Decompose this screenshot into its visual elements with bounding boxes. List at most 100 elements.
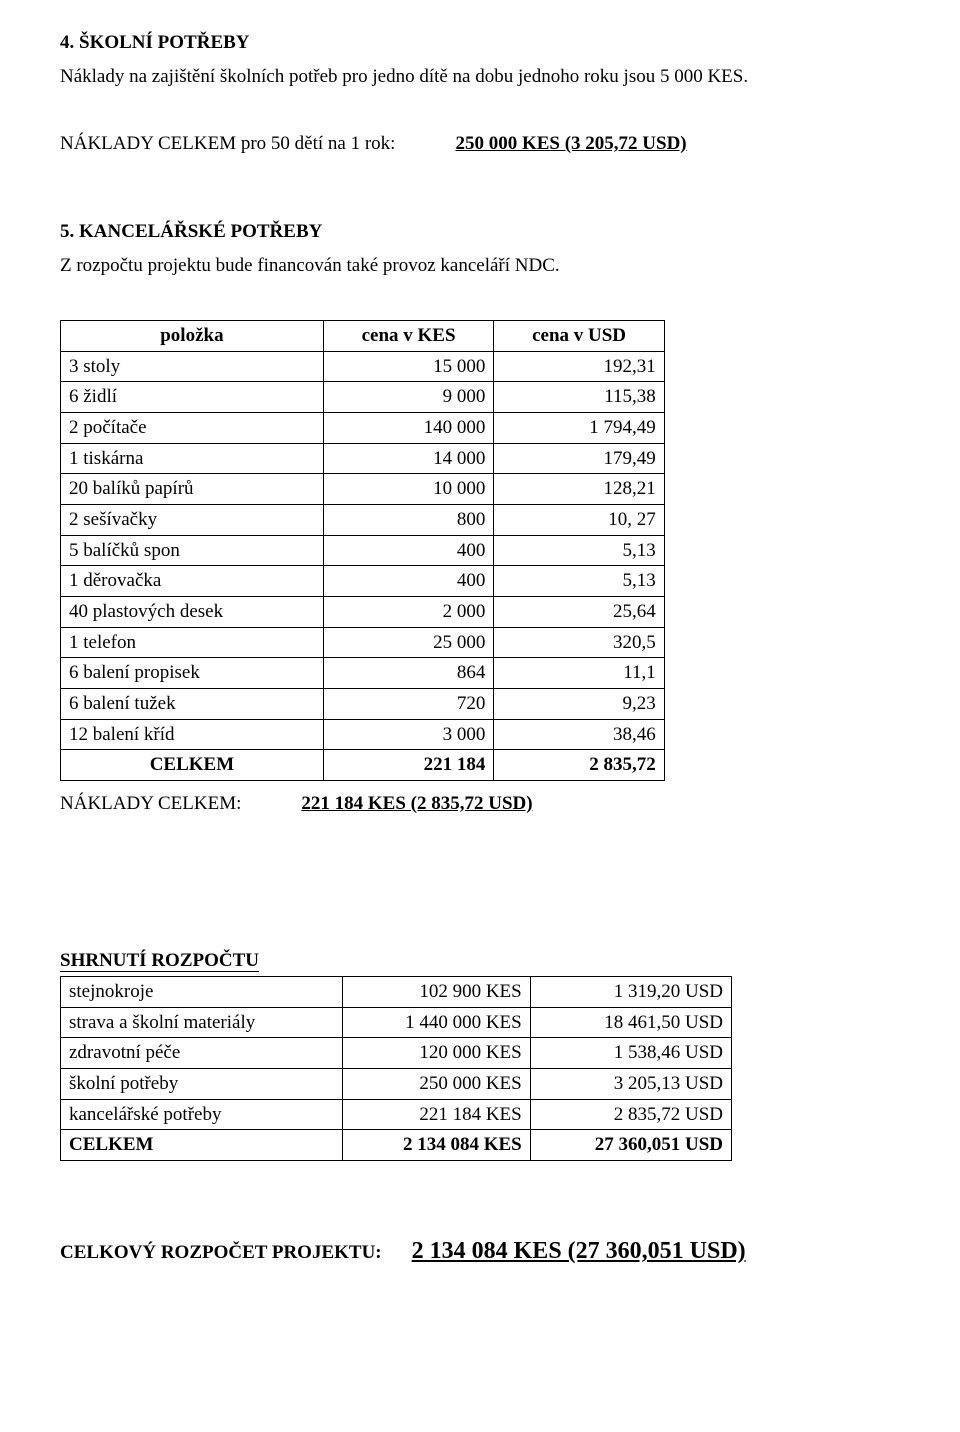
final-total-label: CELKOVÝ ROZPOČET PROJEKTU: (60, 1240, 412, 1266)
cell-usd: 320,5 (494, 627, 664, 658)
cell-item: 6 balení propisek (61, 658, 324, 689)
section5-costs-row: NÁKLADY CELKEM: 221 184 KES (2 835,72 US… (60, 791, 900, 817)
table-row: 2 sešívačky80010, 27 (61, 505, 665, 536)
cell-usd: 11,1 (494, 658, 664, 689)
cell-usd: 5,13 (494, 566, 664, 597)
cell-usd: 1 319,20 USD (530, 977, 731, 1008)
summary-table: stejnokroje102 900 KES1 319,20 USDstrava… (60, 976, 732, 1161)
cell-item: 3 stoly (61, 351, 324, 382)
cell-kes: 250 000 KES (342, 1069, 530, 1100)
cell-kes: 25 000 (323, 627, 493, 658)
cell-total-kes: 221 184 (323, 750, 493, 781)
table-row: 5 balíčků spon4005,13 (61, 535, 665, 566)
spacer (60, 175, 900, 219)
table-row: 6 balení propisek86411,1 (61, 658, 665, 689)
cell-total-kes: 2 134 084 KES (342, 1130, 530, 1161)
cell-kes: 15 000 (323, 351, 493, 382)
section5-table: položka cena v KES cena v USD 3 stoly15 … (60, 320, 665, 781)
spacer (60, 296, 900, 320)
cell-usd: 128,21 (494, 474, 664, 505)
cell-total-label: CELKEM (61, 1130, 343, 1161)
cell-kes: 720 (323, 688, 493, 719)
cell-total-usd: 27 360,051 USD (530, 1130, 731, 1161)
section5-text: Z rozpočtu projektu bude financován také… (60, 253, 900, 279)
cell-item: 12 balení kříd (61, 719, 324, 750)
cell-usd: 115,38 (494, 382, 664, 413)
section4-text: Náklady na zajištění školních potřeb pro… (60, 64, 900, 90)
cell-kes: 120 000 KES (342, 1038, 530, 1069)
cell-usd: 9,23 (494, 688, 664, 719)
cell-kes: 9 000 (323, 382, 493, 413)
cell-item: 1 děrovačka (61, 566, 324, 597)
table-total-row: CELKEM2 134 084 KES27 360,051 USD (61, 1130, 732, 1161)
cell-kes: 10 000 (323, 474, 493, 505)
table-row: kancelářské potřeby221 184 KES2 835,72 U… (61, 1099, 732, 1130)
section5-heading: 5. KANCELÁŘSKÉ POTŘEBY (60, 219, 900, 245)
cell-kes: 2 000 (323, 596, 493, 627)
table-total-row: CELKEM221 1842 835,72 (61, 750, 665, 781)
cell-item: strava a školní materiály (61, 1007, 343, 1038)
cell-item: školní potřeby (61, 1069, 343, 1100)
cell-item: zdravotní péče (61, 1038, 343, 1069)
cell-kes: 800 (323, 505, 493, 536)
cell-item: 1 telefon (61, 627, 324, 658)
section4-costs-label: NÁKLADY CELKEM pro 50 dětí na 1 rok: (60, 131, 455, 157)
table-row: strava a školní materiály1 440 000 KES18… (61, 1007, 732, 1038)
cell-kes: 102 900 KES (342, 977, 530, 1008)
cell-usd: 10, 27 (494, 505, 664, 536)
cell-item: 20 balíků papírů (61, 474, 324, 505)
cell-kes: 400 (323, 535, 493, 566)
table-header-row: položka cena v KES cena v USD (61, 321, 665, 352)
section5-costs-value: 221 184 KES (2 835,72 USD) (301, 791, 532, 817)
cell-usd: 38,46 (494, 719, 664, 750)
table-row: 6 židlí9 000115,38 (61, 382, 665, 413)
cell-kes: 864 (323, 658, 493, 689)
cell-kes: 400 (323, 566, 493, 597)
summary-heading: SHRNUTÍ ROZPOČTU (60, 950, 259, 972)
final-total-value: 2 134 084 KES (27 360,051 USD) (412, 1235, 746, 1267)
cell-usd: 2 835,72 USD (530, 1099, 731, 1130)
table-row: 1 telefon25 000320,5 (61, 627, 665, 658)
cell-usd: 192,31 (494, 351, 664, 382)
cell-usd: 25,64 (494, 596, 664, 627)
table-row: 6 balení tužek7209,23 (61, 688, 665, 719)
spacer (60, 1181, 900, 1225)
cell-usd: 5,13 (494, 535, 664, 566)
table-row: školní potřeby250 000 KES3 205,13 USD (61, 1069, 732, 1100)
section4-costs-row: NÁKLADY CELKEM pro 50 dětí na 1 rok: 250… (60, 131, 900, 157)
cell-kes: 140 000 (323, 413, 493, 444)
th-usd: cena v USD (494, 321, 664, 352)
table-row: zdravotní péče120 000 KES1 538,46 USD (61, 1038, 732, 1069)
cell-kes: 3 000 (323, 719, 493, 750)
cell-item: 6 balení tužek (61, 688, 324, 719)
cell-usd: 1 794,49 (494, 413, 664, 444)
table-row: 20 balíků papírů10 000128,21 (61, 474, 665, 505)
table-row: 3 stoly15 000192,31 (61, 351, 665, 382)
th-kes: cena v KES (323, 321, 493, 352)
section5-costs-label: NÁKLADY CELKEM: (60, 791, 301, 817)
th-item: položka (61, 321, 324, 352)
cell-item: 5 balíčků spon (61, 535, 324, 566)
spacer (60, 107, 900, 131)
cell-usd: 3 205,13 USD (530, 1069, 731, 1100)
cell-item: 2 sešívačky (61, 505, 324, 536)
section4-costs-value: 250 000 KES (3 205,72 USD) (455, 131, 686, 157)
cell-usd: 179,49 (494, 443, 664, 474)
table-row: 12 balení kříd3 00038,46 (61, 719, 665, 750)
spacer (60, 834, 900, 904)
table-row: 1 tiskárna14 000179,49 (61, 443, 665, 474)
cell-kes: 14 000 (323, 443, 493, 474)
cell-item: 2 počítače (61, 413, 324, 444)
cell-total-label: CELKEM (61, 750, 324, 781)
spacer (60, 904, 900, 948)
cell-total-usd: 2 835,72 (494, 750, 664, 781)
final-total-row: CELKOVÝ ROZPOČET PROJEKTU: 2 134 084 KES… (60, 1235, 900, 1267)
cell-item: 40 plastových desek (61, 596, 324, 627)
cell-item: kancelářské potřeby (61, 1099, 343, 1130)
table-row: 1 děrovačka4005,13 (61, 566, 665, 597)
cell-kes: 221 184 KES (342, 1099, 530, 1130)
summary-heading-wrapper: SHRNUTÍ ROZPOČTU (60, 948, 900, 974)
cell-item: 1 tiskárna (61, 443, 324, 474)
section4-heading: 4. ŠKOLNÍ POTŘEBY (60, 30, 900, 56)
cell-usd: 1 538,46 USD (530, 1038, 731, 1069)
